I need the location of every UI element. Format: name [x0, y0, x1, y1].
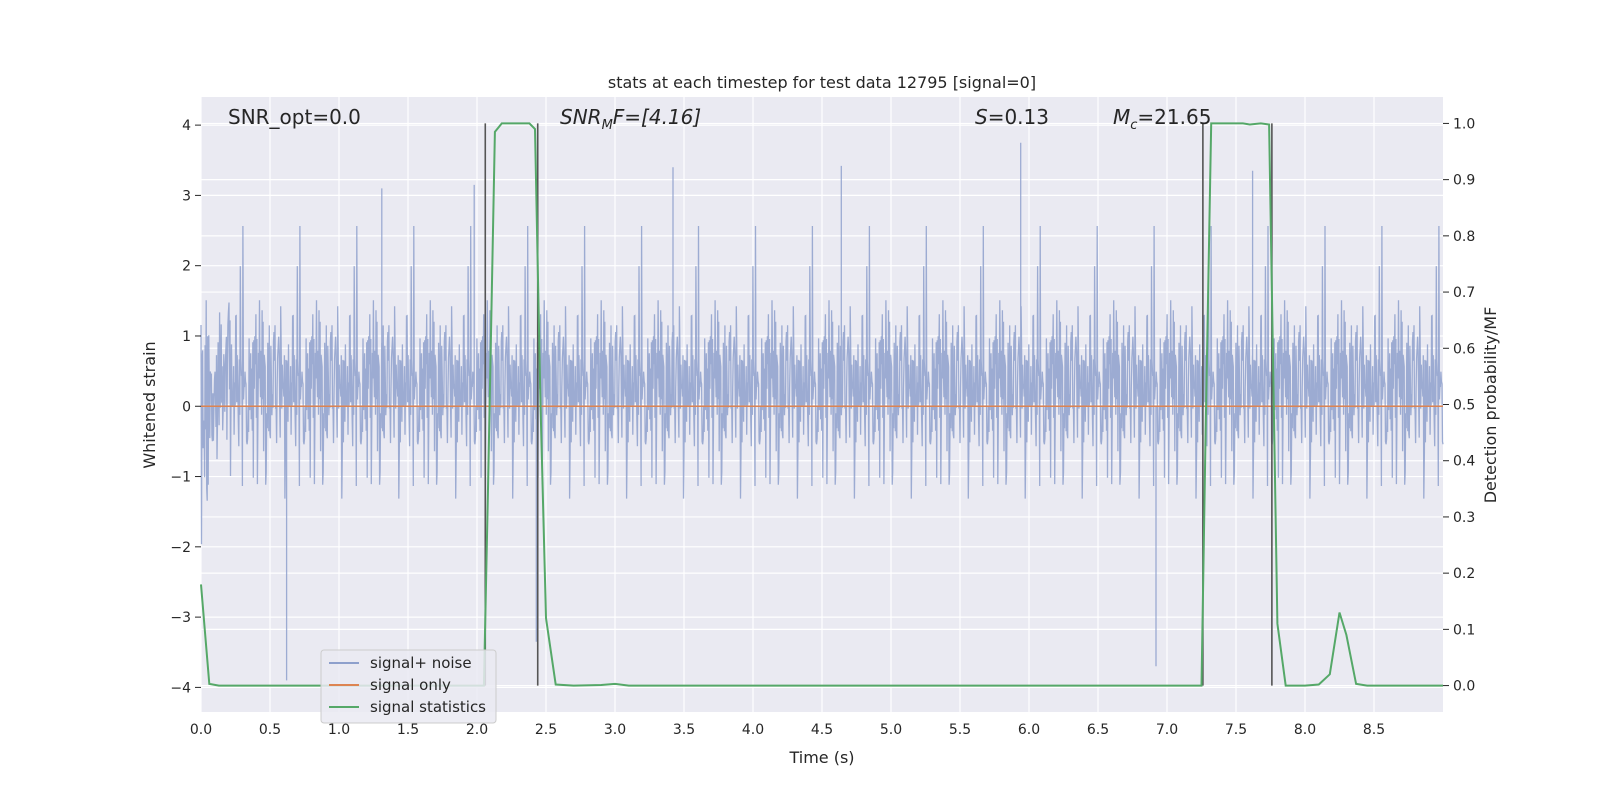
x-tick-label: 8.5: [1363, 722, 1385, 738]
y-tick-label: −2: [170, 540, 191, 556]
y-tick-label: 1: [182, 329, 191, 345]
x-tick-label: 5.0: [880, 722, 902, 738]
y-right-tick-label: 0.2: [1453, 566, 1475, 582]
x-tick-label: 1.5: [397, 722, 419, 738]
y-right-tick-label: 0.4: [1453, 454, 1475, 470]
y-right-tick-label: 0.9: [1453, 173, 1475, 189]
snr-mf-main: SNR: [560, 105, 602, 129]
x-tick-label: 3.0: [604, 722, 626, 738]
x-tick-label: 0.5: [259, 722, 281, 738]
x-tick-label: 6.0: [1018, 722, 1040, 738]
signal-noise-line: [200, 142, 1444, 681]
y-tick-label: 0: [182, 399, 191, 415]
x-tick-label: 3.5: [673, 722, 695, 738]
mc-subscript: c: [1130, 118, 1137, 133]
legend-box: [320, 649, 497, 724]
x-tick-labels: 0.0 0.5 1.0 1.5 2.0 2.5 3.0 3.5 4.0 4.5 5.0 5.5 6.0 6…: [190, 722, 1385, 738]
mc-annotation: Mc=21.65: [1113, 105, 1211, 133]
x-tick-label: 7.0: [1156, 722, 1178, 738]
y-right-tick-label: 0.7: [1453, 285, 1475, 301]
x-tick-label: 2.5: [535, 722, 557, 738]
legend-label-signal-only: signal only: [370, 676, 451, 694]
y-tick-label: 2: [182, 259, 191, 275]
signal-statistics-series: [200, 122, 1443, 687]
snr-mf-subscript: M: [602, 118, 613, 133]
y-tick-label: 4: [182, 118, 191, 134]
chart-title: stats at each timestep for test data 127…: [608, 73, 1036, 92]
y-right-tick-label: 0.8: [1453, 229, 1475, 245]
y-tick-label: −3: [170, 610, 191, 626]
s-main: S: [975, 105, 988, 129]
legend: signal+ noise signal only signal statist…: [320, 649, 497, 724]
snr-mf-annotation: SNRMF=[4.16]: [560, 105, 701, 133]
mc-value: =21.65: [1137, 105, 1211, 129]
y-tick-label: 3: [182, 188, 191, 204]
y-right-tick-label: 0.0: [1453, 679, 1475, 695]
x-tick-label: 4.5: [811, 722, 833, 738]
y-right-tick-label: 0.5: [1453, 398, 1475, 414]
y-right-tick-labels: 1.0 0.9 0.8 0.7 0.6 0.5 0.4 0.3 0.2 0.1 0.0: [1443, 116, 1475, 695]
x-tick-label: 8.0: [1294, 722, 1316, 738]
x-tick-label: 5.5: [949, 722, 971, 738]
legend-label-signal-statistics: signal statistics: [370, 698, 486, 716]
snr-opt-annotation: SNR_opt=0.0: [228, 105, 361, 129]
y-tick-labels: 4 3 2 1 0 −1 −2 −3 −4: [170, 118, 201, 696]
y-right-tick-label: 1.0: [1453, 116, 1475, 132]
x-tick-label: 4.0: [742, 722, 764, 738]
y-right-tick-label: 0.6: [1453, 341, 1475, 357]
x-tick-label: 6.5: [1087, 722, 1109, 738]
x-tick-label: 7.5: [1225, 722, 1247, 738]
s-value: =0.13: [988, 105, 1049, 129]
signal-noise-series: [200, 142, 1444, 681]
legend-label-signal-noise: signal+ noise: [370, 654, 472, 672]
y-tick-label: −1: [170, 470, 191, 486]
y-right-tick-label: 0.3: [1453, 510, 1475, 526]
snr-mf-value: F=[4.16]: [613, 105, 701, 129]
x-tick-label: 2.0: [466, 722, 488, 738]
y-right-tick-label: 0.1: [1453, 622, 1475, 638]
x-axis-label: Time (s): [788, 748, 854, 767]
x-tick-label: 0.0: [190, 722, 212, 738]
y-right-axis-label: Detection probability/MF: [1481, 307, 1500, 504]
mc-main: M: [1113, 105, 1130, 129]
y-axis-label: Whitened strain: [140, 341, 159, 468]
y-tick-label: −4: [170, 680, 191, 696]
signal-statistics-line: [200, 122, 1443, 687]
s-annotation: S=0.13: [975, 105, 1049, 129]
x-tick-label: 1.0: [328, 722, 350, 738]
